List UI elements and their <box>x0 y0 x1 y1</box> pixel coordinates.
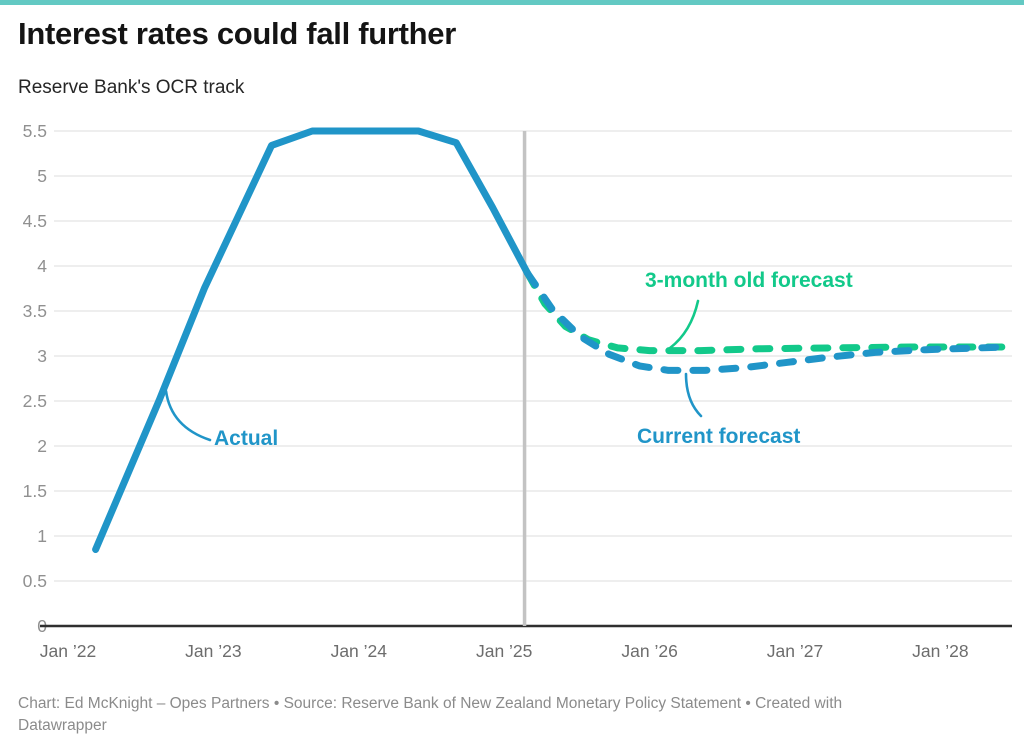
chart-subtitle: Reserve Bank's OCR track <box>18 77 245 98</box>
x-tick-label: Jan ’27 <box>767 641 823 661</box>
y-tick-label: 4.5 <box>23 211 47 231</box>
accent-bar <box>0 0 1024 5</box>
y-tick-label: 2 <box>37 436 47 456</box>
attribution: Chart: Ed McKnight – Opes Partners • Sou… <box>18 695 843 734</box>
x-tick-label: Jan ’25 <box>476 641 532 661</box>
x-tick-label: Jan ’23 <box>185 641 241 661</box>
annotation-connector-3-month-old-forecast <box>668 299 700 350</box>
y-tick-label: 5 <box>37 166 47 186</box>
x-tick-label: Jan ’22 <box>40 641 96 661</box>
series-line-actual <box>92 127 531 553</box>
y-tick-label: 3 <box>37 346 47 366</box>
y-tick-label: 0.5 <box>23 571 47 591</box>
y-tick-label: 5.5 <box>23 121 47 141</box>
x-tick-label: Jan ’26 <box>621 641 677 661</box>
annotation-current-forecast: Current forecast <box>637 425 801 448</box>
annotation-connector-current-forecast <box>684 372 703 418</box>
annotation-actual: Actual <box>214 427 279 450</box>
y-tick-label: 1.5 <box>23 481 47 501</box>
series-line-3-month-old-forecast <box>524 269 1010 355</box>
y-tick-label: 3.5 <box>23 301 47 321</box>
y-tick-label: 4 <box>37 256 47 276</box>
annotation-3-month-old-forecast: 3-month old forecast <box>645 269 853 292</box>
series-line-current-forecast <box>524 269 1010 374</box>
annotation-connector-actual <box>164 389 212 442</box>
chart-title: Interest rates could fall further <box>18 16 456 51</box>
y-tick-label: 2.5 <box>23 391 47 411</box>
y-tick-label: 1 <box>37 526 47 546</box>
x-tick-label: Jan ’28 <box>912 641 968 661</box>
x-tick-label: Jan ’24 <box>331 641 388 661</box>
